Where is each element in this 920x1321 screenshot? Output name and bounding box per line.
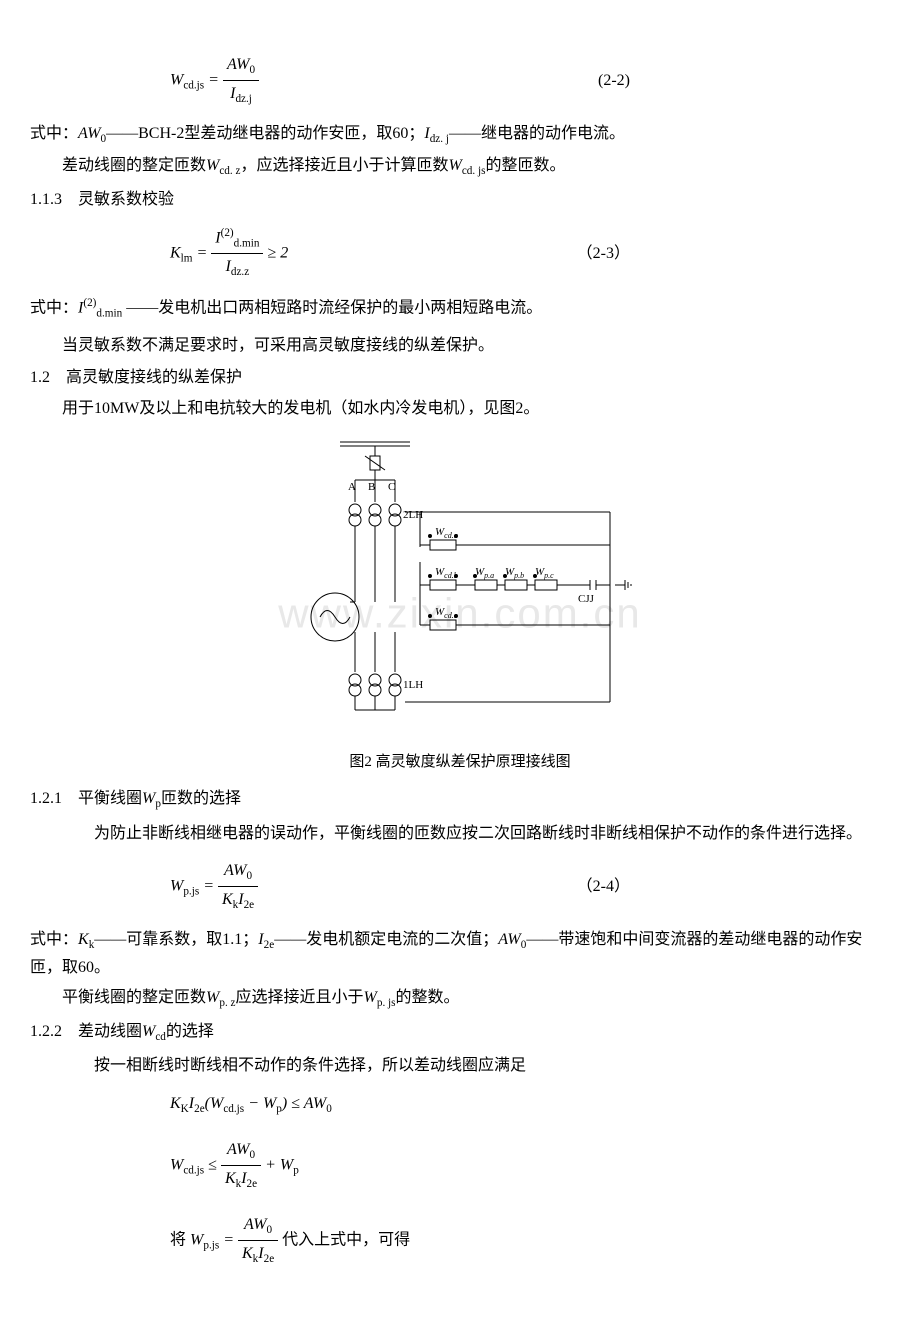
equation-substitution: 将 Wp.js = AW0 KkI2e 代入上式中，可得 (30, 1212, 890, 1269)
para-10mw: 用于10MW及以上和电抗较大的发电机（如水内冷发电机），见图2。 (30, 396, 890, 422)
svg-text:Wp.b: Wp.b (505, 566, 524, 580)
svg-text:Wcd.a: Wcd.a (435, 526, 458, 540)
label-A: A (348, 481, 356, 493)
heading-1-1-3: 1.1.3 灵敏系数校验 (30, 187, 890, 213)
eq24-explain: 式中：Kk——可靠系数，取1.1；I2e——发电机额定电流的二次值；AW0——带… (30, 927, 890, 981)
svg-text:Wp.c: Wp.c (535, 566, 554, 580)
equation-ineq1: KKI2e(Wcd.js − Wp) ≤ AW0 (30, 1091, 890, 1119)
label-B: B (368, 481, 375, 493)
para-wpz: 平衡线圈的整定匝数Wp. z应选择接近且小于Wp. js的整数。 (30, 985, 890, 1013)
svg-text:Wcd.c: Wcd.c (435, 606, 458, 620)
eq23-explain: 式中：I(2)d.min ——发电机出口两相短路时流经保护的最小两相短路电流。 (30, 295, 890, 323)
svg-text:Wcd.b: Wcd.b (435, 566, 458, 580)
equation-2-2: Wcd.js = AW0 Idz.j (2-2) (30, 52, 890, 109)
eq24-label: （2-4） (577, 874, 630, 900)
para-wcdz: 差动线圈的整定匝数Wcd. z，应选择接近且小于计算匝数Wcd. js的整匝数。 (30, 153, 890, 181)
equation-ineq2: Wcd.js ≤ AW0 KkI2e + Wp (30, 1137, 890, 1194)
svg-text:Wp.a: Wp.a (475, 566, 494, 580)
eq22-label: (2-2) (598, 68, 630, 94)
heading-1-2-2: 1.2.2 差动线圈Wcd的选择 (30, 1019, 890, 1047)
label-2LH: 2LH (403, 509, 423, 521)
para-balance-coil: 为防止非断线相继电器的误动作，平衡线圈的匝数应按二次回路断线时非断线相保护不动作… (30, 821, 890, 847)
eq22-lhs: W (170, 71, 183, 88)
figure-2-caption: 图2 高灵敏度纵差保护原理接线图 (30, 750, 890, 774)
circuit-svg: A B C 2LH 1LH Wcd.a Wcd.b Wcd.c Wp.a Wp.… (280, 432, 640, 732)
para-sensitivity: 当灵敏系数不满足要求时，可采用高灵敏度接线的纵差保护。 (30, 333, 890, 359)
heading-1-2-1: 1.2.1 平衡线圈Wp匝数的选择 (30, 786, 890, 814)
label-C: C (388, 481, 395, 493)
equation-2-3: Klm = I(2)d.min Idz.z ≥ 2 （2-3） (30, 225, 890, 283)
heading-1-2: 1.2 高灵敏度接线的纵差保护 (30, 365, 890, 391)
label-1LH: 1LH (403, 679, 423, 691)
equation-2-4: Wp.js = AW0 KkI2e （2-4） (30, 858, 890, 915)
figure-2-diagram: www.zixin.com.cn (30, 432, 890, 741)
para-diff-coil: 按一相断线时断线相不动作的条件选择，所以差动线圈应满足 (30, 1053, 890, 1079)
eq23-label: （2-3） (577, 241, 630, 267)
eq22-explain: 式中：AW0——BCH-2型差动继电器的动作安匝，取60；Idz. j——继电器… (30, 121, 890, 149)
label-CJJ: CJJ (578, 593, 595, 605)
